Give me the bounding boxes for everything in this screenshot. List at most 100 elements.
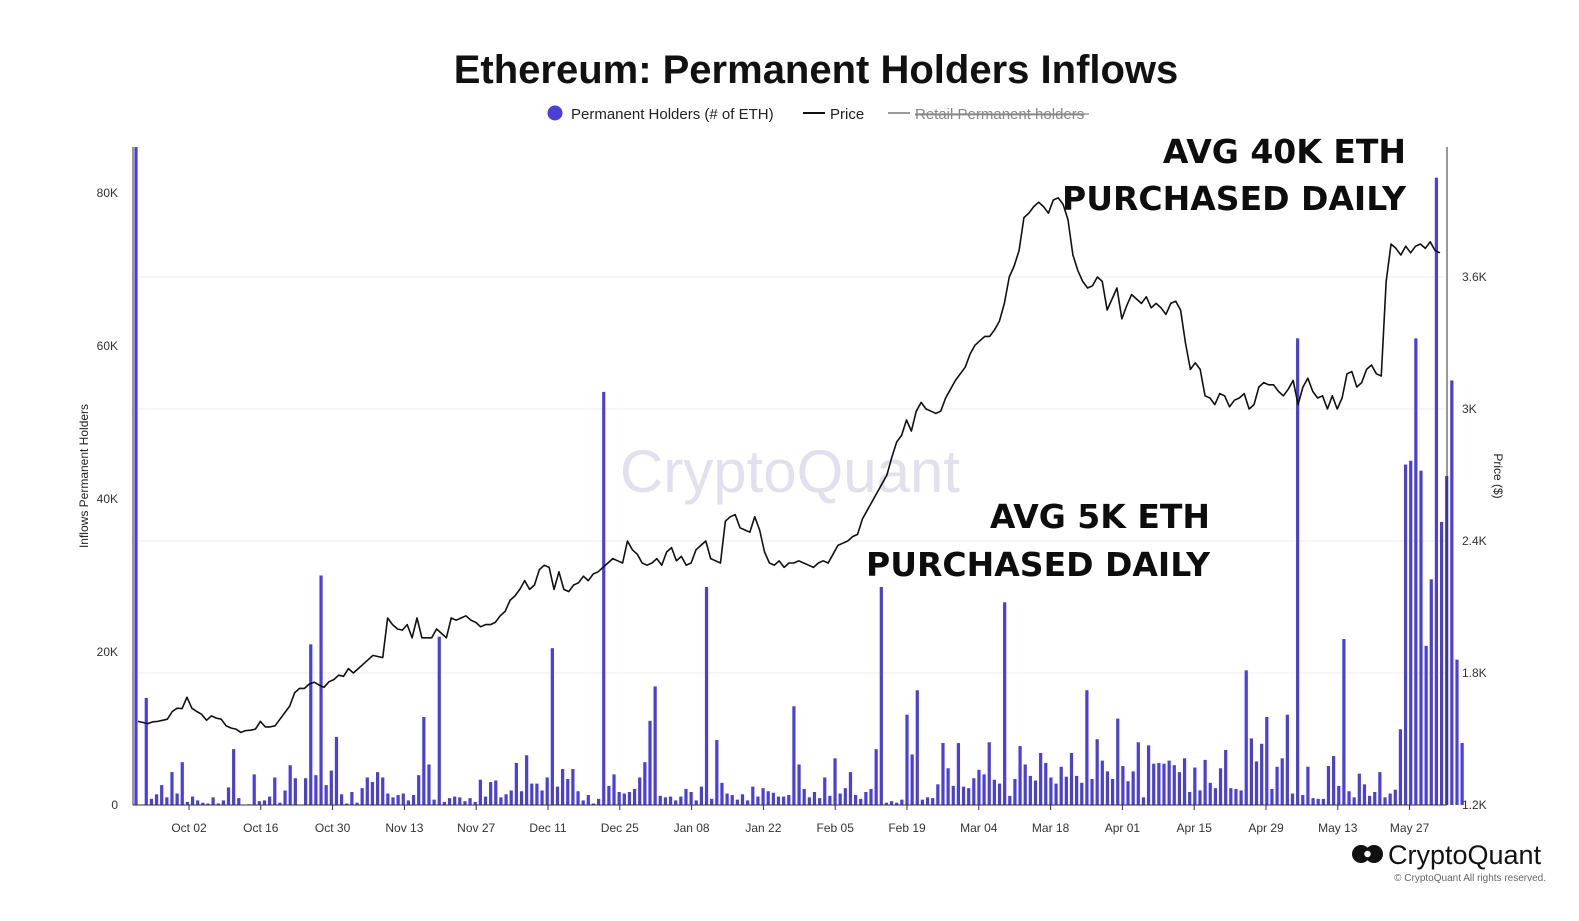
bar[interactable] bbox=[309, 644, 313, 805]
bar[interactable] bbox=[571, 769, 575, 805]
bar[interactable] bbox=[967, 788, 971, 805]
bar[interactable] bbox=[689, 792, 693, 805]
bar[interactable] bbox=[586, 795, 590, 805]
bar[interactable] bbox=[1455, 659, 1459, 805]
bar[interactable] bbox=[447, 798, 452, 805]
bar[interactable] bbox=[910, 754, 914, 805]
bar[interactable] bbox=[473, 801, 477, 805]
bar[interactable] bbox=[1152, 763, 1156, 805]
bar[interactable] bbox=[977, 769, 981, 805]
bar[interactable] bbox=[185, 801, 189, 805]
bar[interactable] bbox=[782, 796, 786, 805]
bar[interactable] bbox=[874, 749, 878, 805]
bar[interactable] bbox=[776, 796, 781, 805]
bar[interactable] bbox=[1460, 743, 1464, 805]
bar[interactable] bbox=[1069, 752, 1074, 805]
bar[interactable] bbox=[1306, 766, 1310, 805]
bar[interactable] bbox=[663, 797, 668, 805]
bar[interactable] bbox=[956, 743, 960, 805]
bar[interactable] bbox=[504, 794, 508, 805]
bar[interactable] bbox=[591, 803, 596, 805]
bar[interactable] bbox=[1434, 177, 1439, 805]
bar[interactable] bbox=[720, 782, 724, 805]
bar[interactable] bbox=[144, 697, 148, 805]
bar[interactable] bbox=[1388, 793, 1392, 805]
bar[interactable] bbox=[797, 764, 801, 805]
bar[interactable] bbox=[771, 792, 775, 805]
bar[interactable] bbox=[1368, 795, 1372, 805]
bar[interactable] bbox=[1352, 797, 1356, 805]
bar[interactable] bbox=[576, 791, 580, 805]
bar[interactable] bbox=[997, 783, 1002, 805]
bar[interactable] bbox=[1229, 788, 1233, 805]
bar[interactable] bbox=[1105, 771, 1110, 805]
bar[interactable] bbox=[334, 736, 339, 805]
bar[interactable] bbox=[268, 796, 272, 805]
bar[interactable] bbox=[545, 777, 549, 805]
bar[interactable] bbox=[350, 792, 354, 805]
bar[interactable] bbox=[283, 790, 287, 805]
bar[interactable] bbox=[699, 786, 703, 805]
bar[interactable] bbox=[370, 782, 375, 805]
bar[interactable] bbox=[1414, 338, 1418, 805]
bar[interactable] bbox=[555, 786, 560, 805]
bar[interactable] bbox=[818, 798, 822, 805]
bar[interactable] bbox=[216, 803, 220, 805]
bar[interactable] bbox=[1085, 690, 1089, 805]
bar[interactable] bbox=[509, 790, 513, 805]
bar[interactable] bbox=[632, 788, 637, 805]
bar[interactable] bbox=[478, 779, 482, 805]
bar[interactable] bbox=[345, 803, 349, 805]
bar[interactable] bbox=[550, 648, 554, 805]
bar[interactable] bbox=[1254, 761, 1259, 805]
bar[interactable] bbox=[1326, 765, 1331, 805]
bar[interactable] bbox=[812, 792, 817, 805]
bar[interactable] bbox=[170, 772, 174, 805]
bar[interactable] bbox=[221, 800, 225, 805]
bar[interactable] bbox=[1157, 762, 1161, 805]
bar[interactable] bbox=[1136, 742, 1140, 805]
bar[interactable] bbox=[293, 778, 297, 805]
bar[interactable] bbox=[324, 785, 328, 805]
bar[interactable] bbox=[288, 765, 292, 805]
bar[interactable] bbox=[761, 788, 765, 805]
bar[interactable] bbox=[1378, 772, 1382, 805]
bar[interactable] bbox=[1039, 752, 1043, 805]
bar[interactable] bbox=[1116, 718, 1120, 805]
bar[interactable] bbox=[232, 749, 236, 805]
legend-label-permanent-holders[interactable]: Permanent Holders (# of ETH) bbox=[571, 106, 774, 123]
bar[interactable] bbox=[833, 758, 837, 805]
bar[interactable] bbox=[190, 796, 195, 805]
bar[interactable] bbox=[314, 775, 318, 805]
bar[interactable] bbox=[540, 790, 544, 805]
legend-dot-permanent-holders[interactable] bbox=[547, 105, 563, 121]
bar[interactable] bbox=[180, 762, 184, 805]
bar[interactable] bbox=[1100, 760, 1104, 805]
bar[interactable] bbox=[273, 777, 277, 805]
bar[interactable] bbox=[442, 801, 446, 805]
bar[interactable] bbox=[252, 774, 256, 805]
bar[interactable] bbox=[715, 739, 719, 805]
bar[interactable] bbox=[1203, 759, 1207, 805]
bar[interactable] bbox=[411, 795, 416, 805]
bar[interactable] bbox=[1265, 717, 1269, 805]
bar[interactable] bbox=[1080, 782, 1084, 805]
bar[interactable] bbox=[828, 795, 832, 805]
bar[interactable] bbox=[1049, 777, 1053, 805]
bar[interactable] bbox=[581, 800, 585, 805]
bar[interactable] bbox=[946, 768, 950, 805]
bar[interactable] bbox=[1003, 602, 1007, 805]
bar[interactable] bbox=[679, 796, 683, 805]
bar[interactable] bbox=[792, 706, 796, 805]
bar[interactable] bbox=[1260, 743, 1264, 805]
bar[interactable] bbox=[417, 775, 421, 805]
bar[interactable] bbox=[1239, 790, 1243, 805]
bar[interactable] bbox=[884, 802, 889, 805]
bar[interactable] bbox=[196, 800, 200, 805]
bar[interactable] bbox=[530, 783, 534, 805]
bar[interactable] bbox=[1275, 766, 1279, 805]
bar[interactable] bbox=[396, 795, 400, 805]
bar[interactable] bbox=[1023, 764, 1027, 805]
bar[interactable] bbox=[1018, 746, 1022, 805]
bar[interactable] bbox=[627, 792, 632, 805]
